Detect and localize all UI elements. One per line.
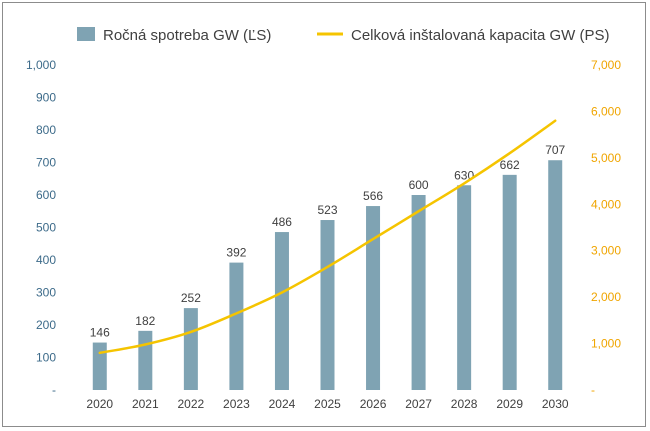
bar bbox=[138, 330, 153, 390]
bar bbox=[457, 185, 472, 390]
bar-data-label: 662 bbox=[500, 158, 520, 172]
bar-series bbox=[92, 160, 563, 390]
right-tick-label: 6,000 bbox=[591, 104, 621, 118]
bar bbox=[320, 220, 335, 390]
right-tick-label: 7,000 bbox=[591, 58, 621, 72]
x-tick-label: 2024 bbox=[269, 397, 296, 411]
bar-data-label: 707 bbox=[545, 143, 565, 157]
bar bbox=[411, 195, 426, 390]
right-tick-label: 3,000 bbox=[591, 244, 621, 258]
left-tick-label: 100 bbox=[36, 351, 56, 365]
x-tick-label: 2030 bbox=[542, 397, 569, 411]
left-tick-label: 400 bbox=[36, 253, 56, 267]
line-series bbox=[98, 119, 557, 355]
x-tick-label: 2028 bbox=[451, 397, 478, 411]
bar bbox=[229, 262, 244, 390]
right-tick-label: 1,000 bbox=[591, 337, 621, 351]
left-axis: - 100 200 300 400 500 600 700 800 900 1,000 bbox=[26, 58, 56, 397]
left-tick-label: 300 bbox=[36, 286, 56, 300]
x-tick-label: 2025 bbox=[314, 397, 341, 411]
right-tick-label: 2,000 bbox=[591, 290, 621, 304]
bar-data-label: 600 bbox=[409, 178, 429, 192]
x-tick-label: 2020 bbox=[86, 397, 113, 411]
x-tick-label: 2021 bbox=[132, 397, 159, 411]
right-axis: - 1,000 2,000 3,000 4,000 5,000 6,000 7,000 bbox=[591, 58, 621, 397]
left-tick-label: 1,000 bbox=[26, 58, 56, 72]
left-tick-label: - bbox=[52, 383, 56, 397]
legend: Ročná spotreba GW (ĽS) Celková inštalova… bbox=[77, 27, 609, 44]
bar bbox=[502, 174, 517, 390]
bar-data-label: 486 bbox=[272, 215, 292, 229]
left-tick-label: 500 bbox=[36, 221, 56, 235]
left-tick-label: 700 bbox=[36, 156, 56, 170]
left-tick-label: 200 bbox=[36, 318, 56, 332]
bar bbox=[366, 206, 381, 390]
x-tick-label: 2026 bbox=[360, 397, 387, 411]
bar-data-label: 523 bbox=[317, 203, 337, 217]
left-tick-label: 600 bbox=[36, 188, 56, 202]
legend-swatch-bar bbox=[77, 27, 95, 41]
bar bbox=[92, 342, 107, 390]
bar-data-label: 252 bbox=[181, 291, 201, 305]
bar-data-label: 566 bbox=[363, 189, 383, 203]
bar bbox=[183, 308, 198, 390]
left-tick-label: 800 bbox=[36, 123, 56, 137]
bar bbox=[548, 160, 563, 390]
bar-data-label: 182 bbox=[135, 314, 155, 328]
capacity-line bbox=[98, 119, 557, 355]
x-tick-label: 2027 bbox=[405, 397, 432, 411]
right-tick-label: - bbox=[591, 383, 595, 397]
right-tick-label: 5,000 bbox=[591, 151, 621, 165]
bar-data-label: 146 bbox=[90, 326, 110, 340]
legend-label-bar: Ročná spotreba GW (ĽS) bbox=[103, 27, 271, 44]
left-tick-label: 900 bbox=[36, 91, 56, 105]
x-tick-label: 2029 bbox=[496, 397, 523, 411]
bar-data-label: 392 bbox=[226, 246, 246, 260]
x-tick-label: 2022 bbox=[178, 397, 205, 411]
x-axis: 2020 2021 2022 2023 2024 2025 2026 2027 2028 2029… bbox=[86, 397, 568, 411]
right-tick-label: 4,000 bbox=[591, 197, 621, 211]
legend-label-line: Celková inštalovaná kapacita GW (PS) bbox=[351, 27, 609, 44]
bar bbox=[274, 232, 289, 390]
x-tick-label: 2023 bbox=[223, 397, 250, 411]
